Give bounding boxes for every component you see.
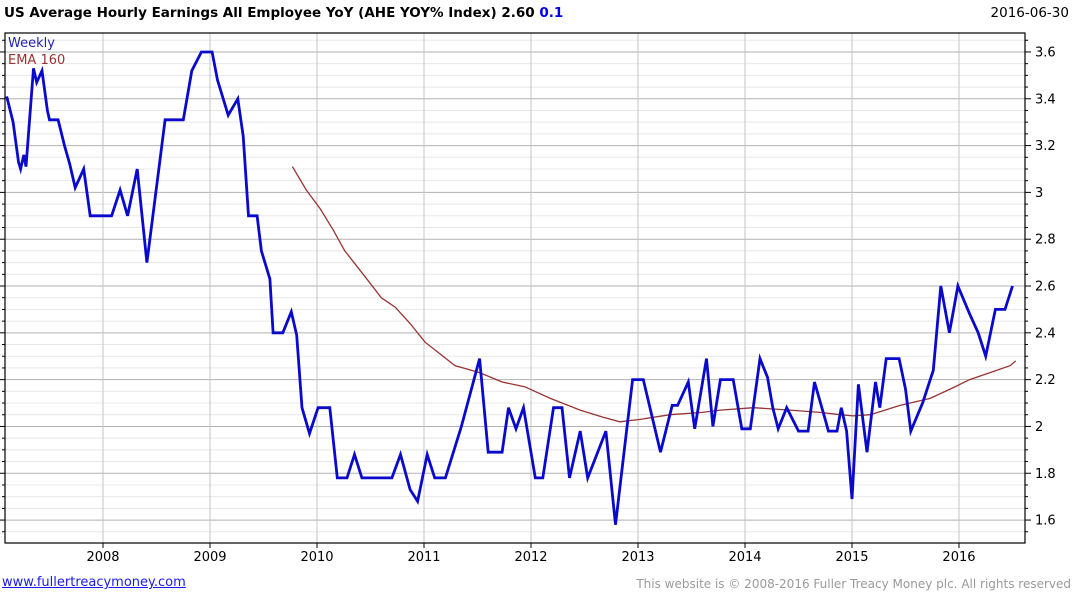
y-axis-label: 1.6 <box>1035 514 1056 529</box>
x-axis-label: 2016 <box>942 550 975 565</box>
y-axis-label: 3.2 <box>1035 139 1056 154</box>
chart-header: US Average Hourly Earnings All Employee … <box>4 5 563 21</box>
legend-weekly-label: Weekly <box>8 36 55 51</box>
y-axis-label: 3.4 <box>1035 92 1056 107</box>
ema-series-line <box>291 166 1017 423</box>
chart-last-value: 2.60 <box>501 5 535 21</box>
y-axis-label: 3 <box>1035 186 1043 201</box>
chart-title: US Average Hourly Earnings All Employee … <box>4 5 497 21</box>
x-axis-label: 2009 <box>193 550 226 565</box>
x-axis-label: 2013 <box>621 550 654 565</box>
price-chart: 1.6 1.8 2 2.2 2.4 2.6 2.8 3 3.2 3.4 3.6 2008 2009 201… <box>0 32 1056 565</box>
x-axis-label: 2014 <box>728 550 761 565</box>
y-axis-label: 1.8 <box>1035 467 1056 482</box>
legend-ema-label: EMA 160 <box>8 53 66 68</box>
plot-border <box>4 32 1026 544</box>
x-axis-label: 2012 <box>514 550 547 565</box>
chart-change-value: 0.1 <box>539 5 564 21</box>
x-axis-label: 2008 <box>86 550 119 565</box>
x-axis-label: 2015 <box>835 550 868 565</box>
copyright-text: This website is © 2008-2016 Fuller Treac… <box>636 577 1071 591</box>
y-axis-label: 2.8 <box>1035 233 1056 248</box>
y-axis-label: 2.2 <box>1035 373 1056 388</box>
chart-date: 2016-06-30 <box>990 5 1069 21</box>
x-axis-label: 2011 <box>407 550 440 565</box>
y-axis-label: 2 <box>1035 420 1043 435</box>
x-axis-label: 2010 <box>300 550 333 565</box>
y-axis-label: 3.6 <box>1035 45 1056 60</box>
site-link[interactable]: www.fullertreacymoney.com <box>2 575 186 590</box>
y-axis-label: 2.6 <box>1035 280 1056 295</box>
weekly-series-line <box>5 50 1014 525</box>
y-axis-label: 2.4 <box>1035 326 1056 341</box>
